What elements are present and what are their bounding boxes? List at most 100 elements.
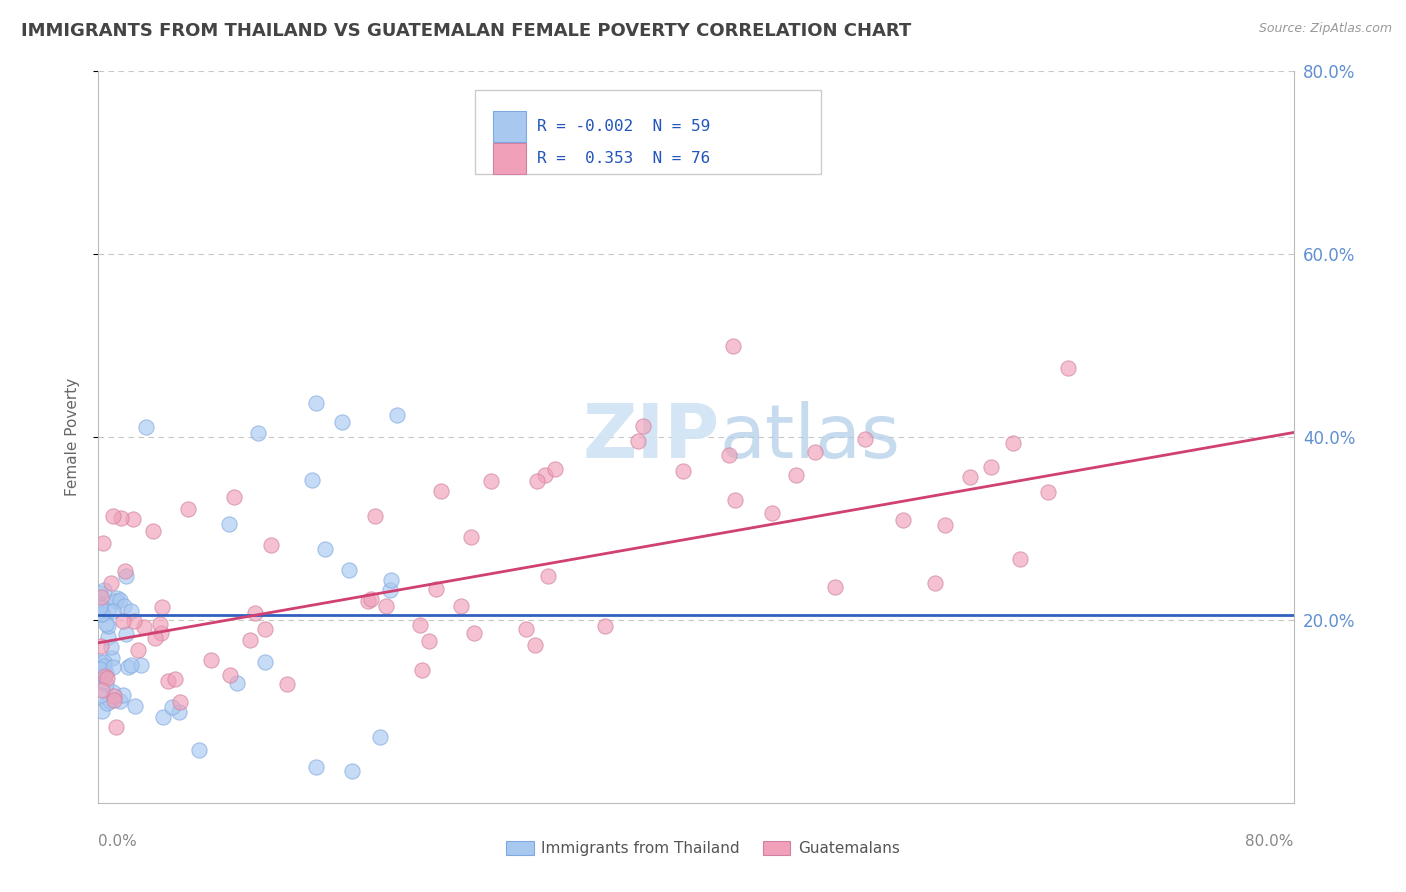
Point [97, 630, 120, 644]
Point [115, 569, 138, 583]
Point [523, 638, 546, 652]
Point [761, 506, 783, 520]
Point [93, 582, 115, 597]
Point [91, 704, 114, 718]
Point [253, 655, 276, 669]
Point [225, 675, 247, 690]
Text: ZIP: ZIP [582, 401, 720, 474]
Point [200, 653, 222, 667]
Point [96, 671, 118, 685]
Point [301, 473, 323, 487]
Point [152, 710, 174, 724]
Bar [494, 143, 526, 174]
Point [222, 490, 245, 504]
Point [408, 617, 430, 632]
Point [94, 665, 117, 680]
Point [364, 508, 387, 523]
Point [463, 625, 485, 640]
Point [357, 594, 380, 608]
Point [167, 705, 190, 719]
Text: R =  0.353  N = 76: R = 0.353 N = 76 [537, 151, 710, 166]
Point [374, 599, 396, 613]
Point [239, 633, 262, 648]
Point [90, 639, 112, 653]
Point [924, 576, 946, 591]
Point [105, 594, 128, 608]
Point [91, 535, 114, 549]
Point [103, 508, 125, 523]
Point [460, 530, 482, 544]
Point [91, 607, 114, 621]
Point [114, 627, 136, 641]
Point [544, 461, 567, 475]
Point [96, 696, 118, 710]
Point [247, 425, 270, 440]
Point [165, 673, 187, 687]
Point [120, 657, 142, 672]
Point [536, 568, 558, 582]
Point [105, 591, 128, 605]
Point [93, 659, 115, 673]
Point [855, 432, 877, 446]
Point [114, 564, 136, 578]
Point [124, 698, 146, 713]
Point [134, 620, 156, 634]
Point [724, 493, 747, 508]
Point [100, 640, 122, 654]
Point [1057, 360, 1080, 375]
Point [370, 730, 392, 744]
Y-axis label: Female Poverty: Female Poverty [65, 378, 80, 496]
Point [1001, 435, 1024, 450]
Point [330, 415, 353, 429]
FancyBboxPatch shape [475, 90, 821, 174]
Point [94, 669, 117, 683]
Point [112, 599, 135, 613]
Point [385, 408, 408, 422]
Point [100, 575, 122, 590]
Point [305, 760, 328, 774]
Point [631, 418, 654, 433]
Point [785, 468, 807, 483]
Point [187, 742, 209, 756]
Point [156, 674, 179, 689]
Point [479, 474, 502, 488]
Point [90, 599, 112, 613]
Point [218, 516, 240, 531]
Point [90, 682, 112, 697]
Text: Source: ZipAtlas.com: Source: ZipAtlas.com [1258, 22, 1392, 36]
Point [160, 700, 183, 714]
Point [342, 764, 364, 778]
Text: 0.0%: 0.0% [98, 834, 138, 849]
Point [150, 600, 173, 615]
Point [305, 396, 328, 410]
Point [105, 720, 128, 734]
Point [89, 656, 111, 670]
Point [90, 688, 112, 702]
Point [411, 663, 433, 677]
Point [429, 483, 451, 498]
Text: atlas: atlas [720, 401, 901, 474]
Point [177, 502, 200, 516]
Point [314, 542, 336, 557]
Point [93, 655, 115, 669]
Point [101, 660, 124, 674]
Point [526, 474, 548, 488]
Point [112, 615, 135, 629]
Point [101, 685, 124, 699]
Point [593, 618, 616, 632]
Point [337, 563, 360, 577]
Point [980, 460, 1002, 475]
Point [101, 651, 124, 665]
Point [260, 538, 283, 552]
Point [515, 622, 537, 636]
Point [672, 464, 695, 478]
Point [127, 643, 149, 657]
Point [110, 592, 132, 607]
Point [89, 607, 111, 622]
Point [90, 590, 112, 604]
Point [253, 623, 276, 637]
Text: R = -0.002  N = 59: R = -0.002 N = 59 [537, 119, 710, 134]
Point [360, 592, 382, 607]
Point [89, 600, 111, 615]
Point [122, 512, 145, 526]
